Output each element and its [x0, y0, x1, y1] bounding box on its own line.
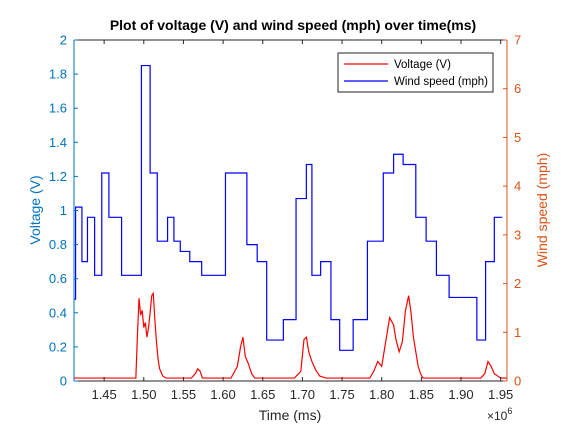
- x-tick-label: 1.60: [210, 387, 235, 402]
- right-y-tick-label: 6: [514, 81, 521, 96]
- left-y-tick-label: 1: [60, 203, 67, 218]
- x-tick-label: 1.75: [329, 387, 354, 402]
- axes-layer: 1.45 1.50 1.55 1.60 1.65 1.70 1.75 1.80 1.85 1.90…: [49, 33, 521, 403]
- right-y-tick-label: 1: [514, 325, 521, 340]
- x-axis-exponent-power: 6: [507, 406, 512, 416]
- left-y-tick-label: 0.8: [49, 237, 67, 252]
- x-tick-label: 1.95: [488, 387, 513, 402]
- x-tick-label: 1.90: [448, 387, 473, 402]
- left-y-tick-label: 1.4: [49, 135, 67, 150]
- left-y-tick-label: 1.6: [49, 101, 67, 116]
- left-y-tick-label: 1.2: [49, 169, 67, 184]
- left-y-tick-label: 0: [60, 374, 67, 389]
- left-y-tick-label: 0.2: [49, 339, 67, 354]
- left-y-tick-label: 1.8: [49, 67, 67, 82]
- left-y-axis-label: Voltage (V): [27, 175, 43, 244]
- right-y-tick-label: 0: [514, 374, 521, 389]
- x-tick-label: 1.85: [409, 387, 434, 402]
- series-line-voltage-v: [74, 291, 507, 379]
- left-y-tick-label: 0.4: [49, 305, 67, 320]
- x-tick-label: 1.50: [131, 387, 156, 402]
- legend: Voltage (V) Wind speed (mph): [337, 52, 494, 93]
- legend-label-voltage: Voltage (V): [394, 59, 451, 71]
- legend-label-wind-speed: Wind speed (mph): [394, 76, 488, 88]
- right-y-tick-label: 7: [514, 33, 521, 48]
- x-axis-exponent-base: ×10: [487, 409, 508, 423]
- left-y-tick-label: 2: [60, 33, 67, 48]
- right-y-axis-label: Wind speed (mph): [534, 153, 550, 267]
- series-line-wind-speed-mph: [74, 64, 503, 351]
- left-y-tick-label: 0.6: [49, 271, 67, 286]
- right-y-tick-label: 2: [514, 276, 521, 291]
- x-axis-label: Time (ms): [259, 407, 321, 423]
- right-y-tick-label: 4: [514, 179, 521, 194]
- legend-box: [337, 52, 494, 93]
- x-tick-label: 1.55: [171, 387, 196, 402]
- x-tick-label: 1.70: [290, 387, 315, 402]
- right-y-tick-label: 5: [514, 130, 521, 145]
- right-y-tick-label: 3: [514, 227, 521, 242]
- chart-title: Plot of voltage (V) and wind speed (mph)…: [110, 17, 476, 33]
- series-layer: [74, 64, 507, 379]
- x-tick-label: 1.65: [250, 387, 275, 402]
- x-axis-exponent: ×106: [487, 406, 512, 423]
- x-tick-label: 1.80: [369, 387, 394, 402]
- x-tick-label: 1.45: [91, 387, 116, 402]
